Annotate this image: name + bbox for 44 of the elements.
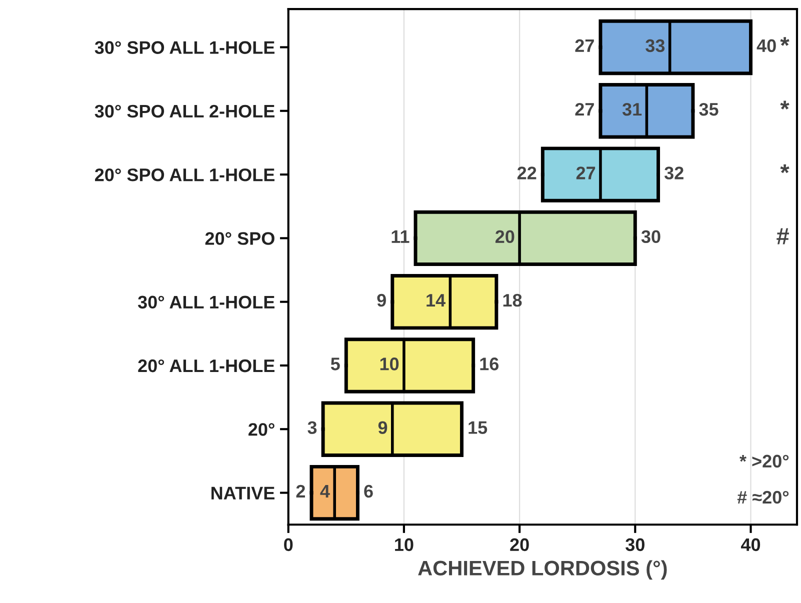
annotation: # xyxy=(776,228,789,244)
text: 10 xyxy=(380,358,399,370)
text: 35 xyxy=(699,102,718,116)
y-tick-label: 30° SPO ALL 2-HOLE xyxy=(94,104,274,118)
annotation: * >20° xyxy=(740,454,789,468)
text: 20 xyxy=(495,230,514,244)
text: 15 xyxy=(468,421,488,434)
x-tick-label: 10 xyxy=(395,538,414,552)
y-tick-label: NATIVE xyxy=(211,486,274,500)
x-tick-label: 0 xyxy=(284,538,293,552)
y-tick-label: 20° SPO xyxy=(205,232,274,245)
text: 2 xyxy=(296,484,305,498)
text: 30 xyxy=(641,230,660,244)
y-tick-label: 30° ALL 1-HOLE xyxy=(138,296,274,309)
text: 27 xyxy=(575,39,594,52)
y-tick-label: 20° xyxy=(248,423,274,436)
text: 31 xyxy=(622,102,642,116)
text: 32 xyxy=(664,166,684,180)
text: 6 xyxy=(364,484,373,498)
text: 22 xyxy=(517,166,536,180)
text: 14 xyxy=(426,294,446,307)
text: 27 xyxy=(575,102,594,116)
x-tick-label: 20 xyxy=(510,538,529,552)
text: 5 xyxy=(330,358,340,370)
text: 33 xyxy=(646,39,665,52)
text: 3 xyxy=(308,421,317,434)
text: 9 xyxy=(377,294,386,307)
x-tick-label: 40 xyxy=(740,538,760,552)
text: 9 xyxy=(378,421,388,434)
annotation: # ≈20° xyxy=(737,490,789,504)
text: 18 xyxy=(503,294,522,307)
x-tick-label: 30 xyxy=(626,538,644,552)
annotation: * xyxy=(780,164,790,174)
x-axis-title: ACHIEVED LORDOSIS (°) xyxy=(418,560,667,580)
annotation: * xyxy=(780,100,790,110)
text: 4 xyxy=(320,485,330,498)
y-tick-label: 20° ALL 1-HOLE xyxy=(138,359,274,372)
text: 40 xyxy=(756,39,776,52)
text: 16 xyxy=(480,358,499,370)
y-tick-label: 20° SPO ALL 1-HOLE xyxy=(95,168,274,182)
text: 27 xyxy=(576,166,596,180)
y-tick-label: 30° SPO ALL 1-HOLE xyxy=(94,41,274,54)
annotation: * xyxy=(780,37,790,46)
text: 11 xyxy=(392,230,410,243)
